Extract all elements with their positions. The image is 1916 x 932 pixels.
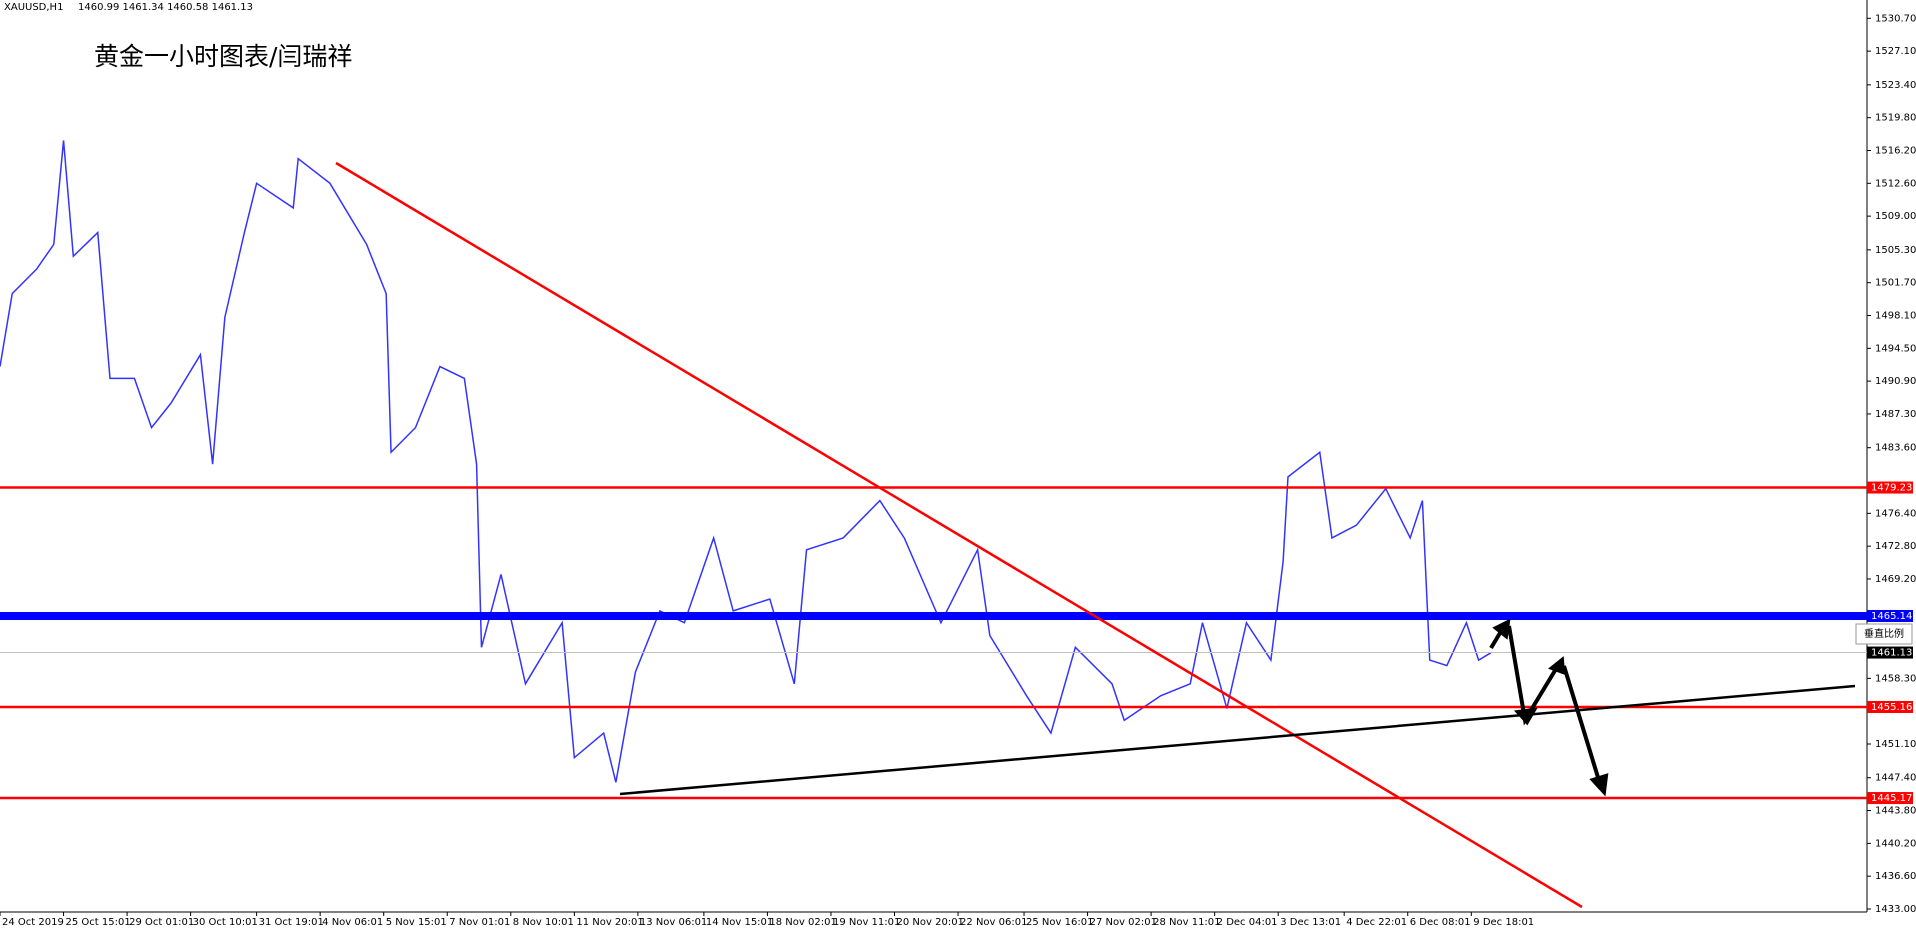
x-tick-label: 3 Dec 13:01: [1280, 917, 1341, 928]
y-tick-label: 1443.80: [1875, 806, 1916, 817]
x-tick-label: 8 Nov 10:01: [513, 917, 574, 928]
level-label: 1465.14: [1871, 611, 1912, 622]
quote: 1460.99 1461.34 1460.58 1461.13: [78, 2, 253, 13]
scale-button-label[interactable]: 垂直比例: [1864, 627, 1904, 640]
x-tick-label: 25 Nov 16:01: [1026, 917, 1093, 928]
x-tick-label: 24 Oct 2019: [2, 917, 64, 928]
level-label-box: [1867, 481, 1913, 494]
level-label: 1461.13: [1871, 648, 1912, 659]
y-tick-label: 1472.80: [1875, 541, 1916, 552]
x-tick-label: 31 Oct 19:01: [259, 917, 324, 928]
x-tick-label: 4 Nov 06:01: [322, 917, 383, 928]
y-tick-label: 1494.50: [1875, 343, 1916, 354]
y-tick-label: 1483.60: [1875, 443, 1916, 454]
forecast-arrows: [1489, 618, 1609, 797]
symbol: XAUUSD,H1: [4, 2, 63, 13]
x-tick-label: 4 Dec 22:01: [1346, 917, 1407, 928]
level-label: 1455.16: [1871, 702, 1912, 713]
level-label-box: [1867, 646, 1913, 659]
y-tick-label: 1433.00: [1875, 904, 1916, 915]
x-tick-label: 22 Nov 06:01: [960, 917, 1027, 928]
x-tick-label: 2 Dec 04:01: [1217, 917, 1278, 928]
trend-line: [335, 161, 1583, 909]
level-label: 1479.23: [1871, 483, 1912, 494]
level-label-box: [1867, 609, 1913, 622]
y-tick-label: 1487.30: [1875, 409, 1916, 420]
y-tick-label: 1476.40: [1875, 508, 1916, 519]
y-tick-label: 1527.10: [1875, 46, 1916, 57]
x-tick-label: 18 Nov 02:01: [769, 917, 836, 928]
x-tick-label: 30 Oct 10:01: [193, 917, 258, 928]
x-tick-label: 6 Dec 08:01: [1410, 917, 1471, 928]
x-tick-label: 11 Nov 20:01: [576, 917, 643, 928]
y-tick-label: 1519.80: [1875, 113, 1916, 124]
y-tick-label: 1440.20: [1875, 838, 1916, 849]
y-tick-label: 1523.40: [1875, 80, 1916, 91]
x-tick-label: 20 Nov 20:01: [897, 917, 964, 928]
x-tick-label: 25 Oct 15:01: [66, 917, 131, 928]
x-tick-label: 5 Nov 15:01: [386, 917, 447, 928]
y-tick-label: 1505.30: [1875, 245, 1916, 256]
y-tick-label: 1509.00: [1875, 211, 1916, 222]
level-label-box: [1867, 792, 1913, 805]
y-tick-label: 1447.40: [1875, 773, 1916, 784]
x-tick-label: 14 Nov 15:01: [706, 917, 773, 928]
y-tick-label: 1498.10: [1875, 311, 1916, 322]
y-tick-label: 1490.90: [1875, 376, 1916, 387]
support-line: [619, 684, 1856, 796]
y-tick-label: 1458.30: [1875, 673, 1916, 684]
level-label-box: [1867, 700, 1913, 713]
level-label: 1445.17: [1871, 793, 1912, 804]
x-tick-label: 29 Oct 01:01: [129, 917, 194, 928]
scale-button[interactable]: [1855, 623, 1913, 645]
y-tick-label: 1469.20: [1875, 574, 1916, 585]
chart-title: 黄金一小时图表/闫瑞祥: [94, 42, 352, 71]
x-tick-label: 9 Dec 18:01: [1473, 917, 1534, 928]
x-tick-label: 7 Nov 01:01: [449, 917, 510, 928]
y-tick-label: 1530.70: [1875, 13, 1916, 24]
y-tick-label: 1501.70: [1875, 278, 1916, 289]
x-tick-label: 13 Nov 06:01: [640, 917, 707, 928]
x-tick-label: 19 Nov 11:01: [833, 917, 900, 928]
x-tick-label: 28 Nov 11:01: [1153, 917, 1220, 928]
x-tick-label: 27 Nov 02:01: [1090, 917, 1157, 928]
y-tick-label: 1512.60: [1875, 178, 1916, 189]
y-tick-label: 1451.10: [1875, 739, 1916, 750]
price-line: [0, 140, 1492, 783]
y-tick-label: 1436.60: [1875, 871, 1916, 882]
y-tick-label: 1516.20: [1875, 145, 1916, 156]
